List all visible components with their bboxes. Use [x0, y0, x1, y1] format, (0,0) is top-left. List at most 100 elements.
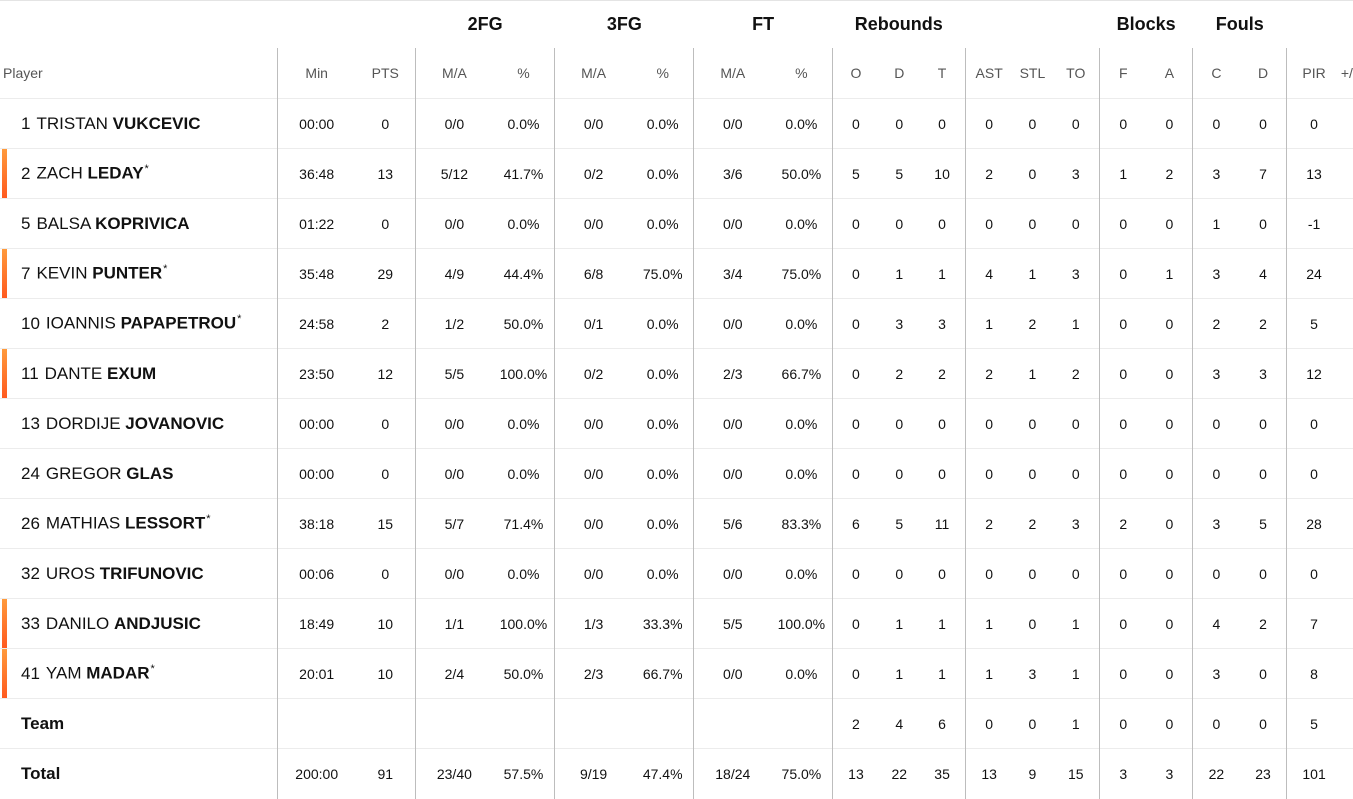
table-row[interactable]: 11 DANTE EXUM 23:50 12 5/5 100.0% 0/2 0.0% 2/3 66… — [0, 348, 1353, 399]
stat-two-ma: 0/0 — [415, 398, 493, 449]
stat-three-ma: 9/19 — [554, 748, 632, 799]
stat-pts: 10 — [355, 648, 416, 699]
stat-reb-t: 0 — [919, 398, 966, 449]
header-player[interactable]: Player — [3, 65, 43, 81]
table-row[interactable]: 24 GREGOR GLAS 00:00 0 0/0 0.0% 0/0 0.0% 0/0 0.0%… — [0, 448, 1353, 499]
stat-foul-c: 0 — [1192, 398, 1240, 449]
header-3fg-ma[interactable]: M/A — [554, 48, 632, 99]
header-stl[interactable]: STL — [1019, 65, 1046, 81]
stat-min — [276, 698, 356, 749]
stat-blk-f: 0 — [1099, 598, 1147, 649]
player-cell[interactable]: 41 YAM MADAR* — [0, 648, 278, 699]
header-reb-t[interactable]: T — [937, 65, 947, 81]
stat-foul-d: 0 — [1239, 448, 1287, 499]
player-last-name[interactable]: LEDAY — [87, 163, 144, 183]
stat-plus-minus — [1340, 248, 1353, 299]
player-last-name[interactable]: ANDJUSIC — [113, 613, 201, 633]
stat-ft-pct: 0.0% — [771, 398, 833, 449]
player-last-name[interactable]: LESSORT — [124, 513, 206, 533]
stat-reb-d: 0 — [879, 198, 920, 249]
header-blk-a[interactable]: A — [1164, 65, 1175, 81]
player-last-name[interactable]: PAPAPETROU — [120, 313, 237, 333]
table-row[interactable]: 1 TRISTAN VUKCEVIC 00:00 0 0/0 0.0% 0/0 0.0% 0/0… — [0, 98, 1353, 149]
player-last-name[interactable]: JOVANOVIC — [125, 413, 225, 433]
table-row[interactable]: 26 MATHIAS LESSORT* 38:18 15 5/7 71.4% 0/0 0.0%… — [0, 498, 1353, 549]
stat-blk-a: 0 — [1146, 548, 1193, 599]
header-to[interactable]: TO — [1066, 65, 1086, 81]
stat-to: 1 — [1052, 698, 1100, 749]
header-ft-ma[interactable]: M/A — [693, 48, 772, 99]
team-label-cell: Team — [0, 698, 278, 749]
player-cell[interactable]: 2 ZACH LEDAY* — [0, 148, 278, 199]
table-row[interactable]: 41 YAM MADAR* 20:01 10 2/4 50.0% 2/3 66.7% 0/0 0.… — [0, 648, 1353, 699]
player-last-name[interactable]: TRIFUNOVIC — [99, 563, 204, 583]
table-row[interactable]: 5 BALSA KOPRIVICA 01:22 0 0/0 0.0% 0/0 0.0% 0/0 0… — [0, 198, 1353, 249]
stat-two-ma: 0/0 — [415, 548, 493, 599]
header-foul-c[interactable]: C — [1192, 48, 1240, 99]
player-cell[interactable]: 13 DORDIJE JOVANOVIC — [0, 398, 278, 449]
header-foul-d[interactable]: D — [1257, 65, 1269, 81]
group-rebounds: Rebounds — [854, 13, 943, 34]
stat-reb-o: 0 — [831, 198, 880, 249]
stat-foul-d: 23 — [1239, 748, 1287, 799]
table-row[interactable]: 10 IOANNIS PAPAPETROU* 24:58 2 1/2 50.0% 0/1 0.… — [0, 298, 1353, 349]
player-cell[interactable]: 5 BALSA KOPRIVICA — [0, 198, 278, 249]
player-cell[interactable]: 7 KEVIN PUNTER* — [0, 248, 278, 299]
team-row: Team 2 4 6 0 0 1 0 0 0 0 5 — [0, 698, 1353, 749]
player-cell[interactable]: 24 GREGOR GLAS — [0, 448, 278, 499]
player-cell[interactable]: 26 MATHIAS LESSORT* — [0, 498, 278, 549]
header-pts[interactable]: PTS — [371, 65, 399, 81]
stat-foul-c: 0 — [1192, 548, 1240, 599]
stat-blk-a: 0 — [1146, 698, 1193, 749]
header-min[interactable]: Min — [276, 48, 356, 99]
table-row[interactable]: 13 DORDIJE JOVANOVIC 00:00 0 0/0 0.0% 0/0 0.0% 0… — [0, 398, 1353, 449]
player-last-name[interactable]: EXUM — [107, 363, 157, 383]
header-ast[interactable]: AST — [964, 48, 1013, 99]
header-ft-pct[interactable]: % — [795, 65, 808, 81]
player-cell[interactable]: 32 UROS TRIFUNOVIC — [0, 548, 278, 599]
player-cell[interactable]: 11 DANTE EXUM — [0, 348, 278, 399]
stat-three-ma: 6/8 — [554, 248, 632, 299]
table-row[interactable]: 2 ZACH LEDAY* 36:48 13 5/12 41.7% 0/2 0.0% 3/6 50… — [0, 148, 1353, 199]
stat-ft-pct: 0.0% — [771, 98, 833, 149]
player-last-name[interactable]: MADAR — [86, 663, 150, 683]
stat-reb-t: 10 — [919, 148, 966, 199]
player-last-name[interactable]: KOPRIVICA — [95, 213, 190, 233]
player-cell[interactable]: 33 DANILO ANDJUSIC — [0, 598, 278, 649]
header-2fg-ma[interactable]: M/A — [415, 48, 493, 99]
player-cell[interactable]: 1 TRISTAN VUKCEVIC — [0, 98, 278, 149]
table-row[interactable]: 33 DANILO ANDJUSIC 18:49 10 1/1 100.0% 1/3 33.3… — [0, 598, 1353, 649]
column-header-row: Player Min PTS M/A % M/A % M/A % O D T A… — [0, 48, 1353, 99]
player-cell[interactable]: 10 IOANNIS PAPAPETROU* — [0, 298, 278, 349]
stat-two-pct: 44.4% — [492, 248, 555, 299]
stat-pir: 7 — [1286, 598, 1341, 649]
stat-min: 00:00 — [276, 398, 356, 449]
stat-pts: 0 — [355, 448, 416, 499]
player-last-name[interactable]: GLAS — [126, 463, 174, 483]
player-first-name: KEVIN — [36, 263, 88, 283]
player-last-name[interactable]: PUNTER — [92, 263, 163, 283]
stat-ft-ma — [693, 698, 772, 749]
header-plus-minus[interactable]: +/- — [1340, 65, 1353, 81]
header-3fg-pct[interactable]: % — [656, 65, 669, 81]
stat-ft-ma: 3/6 — [693, 148, 772, 199]
header-reb-o[interactable]: O — [831, 48, 880, 99]
stat-foul-c: 3 — [1192, 148, 1240, 199]
stat-two-ma — [415, 698, 493, 749]
stat-reb-o: 0 — [831, 548, 880, 599]
table-row[interactable]: 32 UROS TRIFUNOVIC 00:06 0 0/0 0.0% 0/0 0.0% 0/0… — [0, 548, 1353, 599]
header-reb-d[interactable]: D — [894, 65, 905, 81]
table-row[interactable]: 7 KEVIN PUNTER* 35:48 29 4/9 44.4% 6/8 75.0% 3/4… — [0, 248, 1353, 299]
header-blk-f[interactable]: F — [1099, 48, 1147, 99]
stat-stl: 1 — [1012, 348, 1053, 399]
stat-pir: 0 — [1286, 98, 1341, 149]
player-last-name[interactable]: VUKCEVIC — [112, 113, 201, 133]
stat-three-ma: 0/0 — [554, 198, 632, 249]
header-2fg-pct[interactable]: % — [517, 65, 530, 81]
star-marker: * — [150, 663, 155, 676]
stat-reb-t: 2 — [919, 348, 966, 399]
stat-two-pct: 0.0% — [492, 548, 555, 599]
stat-stl: 0 — [1012, 198, 1053, 249]
header-pir[interactable]: PIR — [1286, 48, 1341, 99]
player-first-name: DORDIJE — [45, 413, 121, 433]
